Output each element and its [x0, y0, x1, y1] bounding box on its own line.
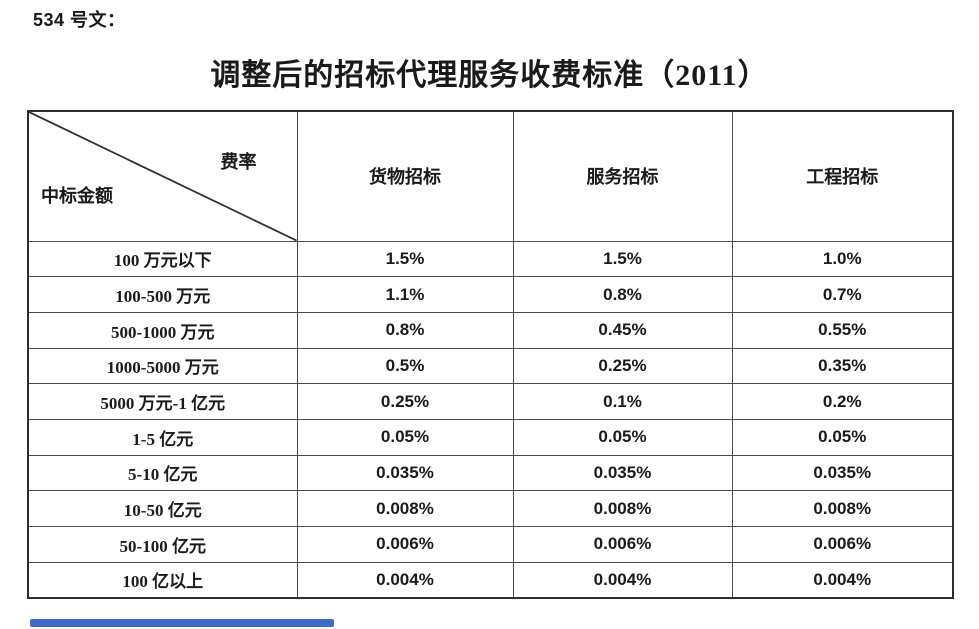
- horizontal-scrollbar-thumb[interactable]: [30, 619, 334, 627]
- rate-cell: 0.006%: [512, 526, 733, 563]
- column-header-services: 服务招标: [512, 110, 733, 242]
- row-label: 5000 万元-1 亿元: [27, 383, 298, 420]
- rate-cell: 0.004%: [512, 561, 733, 599]
- rate-cell: 0.05%: [731, 418, 954, 456]
- rate-cell: 0.7%: [731, 276, 954, 313]
- diagonal-divider-line: [29, 112, 296, 240]
- rate-cell: 0.25%: [512, 347, 733, 385]
- rate-cell: 1.5%: [512, 240, 733, 278]
- rate-cell: 1.1%: [296, 276, 514, 313]
- rate-cell: 0.2%: [731, 383, 954, 420]
- table-row: 1-5 亿元 0.05% 0.05% 0.05%: [27, 418, 954, 456]
- row-label: 10-50 亿元: [27, 490, 298, 527]
- row-label: 100-500 万元: [27, 276, 298, 313]
- doc-number-label: 534 号文：: [33, 10, 126, 30]
- table-row: 1000-5000 万元 0.5% 0.25% 0.35%: [27, 347, 954, 385]
- table-row: 100-500 万元 1.1% 0.8% 0.7%: [27, 276, 954, 313]
- rate-cell: 0.25%: [296, 383, 514, 420]
- rate-cell: 0.05%: [296, 418, 514, 456]
- fee-rate-table: 费率 中标金额 货物招标 服务招标 工程招标 100 万元以下 1.5% 1.5…: [27, 110, 954, 599]
- rate-cell: 0.004%: [296, 561, 514, 599]
- table-row: 5-10 亿元 0.035% 0.035% 0.035%: [27, 454, 954, 492]
- rate-cell: 1.0%: [731, 240, 954, 278]
- rate-cell: 0.5%: [296, 347, 514, 385]
- rate-cell: 0.8%: [512, 276, 733, 313]
- rate-cell: 0.008%: [731, 490, 954, 527]
- row-label: 1-5 亿元: [27, 418, 298, 456]
- rate-cell: 0.006%: [296, 526, 514, 563]
- row-label: 1000-5000 万元: [27, 347, 298, 385]
- column-header-engineering: 工程招标: [731, 110, 954, 242]
- rate-cell: 0.55%: [731, 311, 954, 349]
- row-label: 500-1000 万元: [27, 311, 298, 349]
- rate-cell: 0.05%: [512, 418, 733, 456]
- rate-cell: 0.035%: [296, 454, 514, 492]
- rate-cell: 0.008%: [296, 490, 514, 527]
- row-label: 50-100 亿元: [27, 526, 298, 563]
- corner-label-bid-amount: 中标金额: [41, 186, 113, 206]
- rate-cell: 1.5%: [296, 240, 514, 278]
- rate-cell: 0.004%: [731, 561, 954, 599]
- table-row: 5000 万元-1 亿元 0.25% 0.1% 0.2%: [27, 383, 954, 420]
- rate-cell: 0.035%: [731, 454, 954, 492]
- table-row: 10-50 亿元 0.008% 0.008% 0.008%: [27, 490, 954, 527]
- row-label: 5-10 亿元: [27, 454, 298, 492]
- rate-cell: 0.1%: [512, 383, 733, 420]
- table-row: 100 万元以下 1.5% 1.5% 1.0%: [27, 240, 954, 278]
- table-row: 100 亿以上 0.004% 0.004% 0.004%: [27, 561, 954, 599]
- rate-cell: 0.008%: [512, 490, 733, 527]
- table-row: 500-1000 万元 0.8% 0.45% 0.55%: [27, 311, 954, 349]
- column-header-goods: 货物招标: [296, 110, 514, 242]
- rate-cell: 0.35%: [731, 347, 954, 385]
- table-header-row: 费率 中标金额 货物招标 服务招标 工程招标: [27, 110, 954, 242]
- table-corner-cell: 费率 中标金额: [27, 110, 298, 242]
- rate-cell: 0.8%: [296, 311, 514, 349]
- row-label: 100 亿以上: [27, 561, 298, 599]
- corner-label-fee-rate: 费率: [220, 152, 257, 172]
- rate-cell: 0.45%: [512, 311, 733, 349]
- row-label: 100 万元以下: [27, 240, 298, 278]
- table-row: 50-100 亿元 0.006% 0.006% 0.006%: [27, 526, 954, 563]
- rate-cell: 0.035%: [512, 454, 733, 492]
- page-title: 调整后的招标代理服务收费标准（2011）: [210, 59, 769, 92]
- rate-cell: 0.006%: [731, 526, 954, 563]
